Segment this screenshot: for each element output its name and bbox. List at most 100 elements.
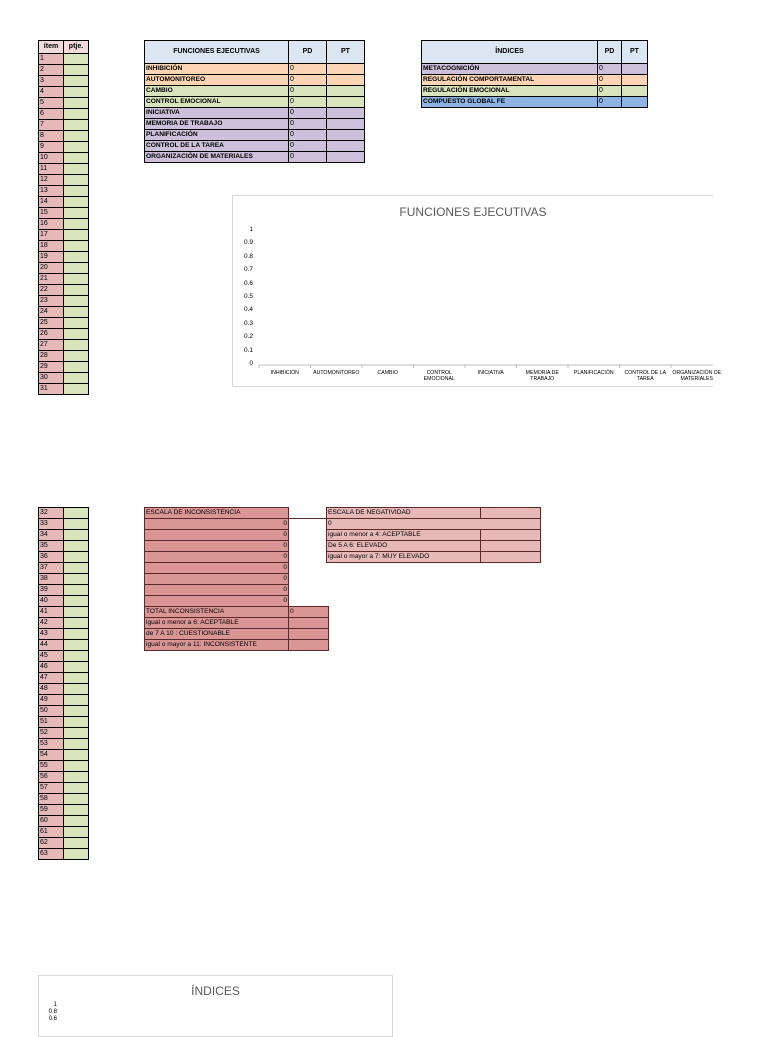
item-score-cell[interactable] bbox=[63, 683, 89, 695]
pd-cell[interactable]: 0 bbox=[288, 140, 327, 152]
item-score-cell[interactable] bbox=[63, 573, 89, 585]
item-score-cell[interactable] bbox=[63, 529, 89, 541]
item-score-cell[interactable] bbox=[63, 163, 89, 175]
item-score-cell[interactable] bbox=[63, 185, 89, 197]
item-score-cell[interactable] bbox=[63, 562, 89, 574]
pd-cell[interactable]: 0 bbox=[288, 85, 327, 97]
item-score-cell[interactable] bbox=[63, 518, 89, 530]
item-score-cell[interactable] bbox=[63, 339, 89, 351]
item-score-cell[interactable] bbox=[63, 782, 89, 794]
item-score-cell[interactable] bbox=[63, 584, 89, 596]
inconsistencia-value[interactable]: 0 bbox=[144, 518, 289, 530]
item-score-cell[interactable] bbox=[63, 152, 89, 164]
item-score-cell[interactable] bbox=[63, 606, 89, 618]
pt-cell[interactable] bbox=[326, 151, 365, 163]
item-score-cell[interactable] bbox=[63, 372, 89, 384]
item-score-cell[interactable] bbox=[63, 826, 89, 838]
item-score-cell[interactable] bbox=[63, 273, 89, 285]
inconsistencia-value[interactable]: 0 bbox=[144, 562, 289, 574]
pt-cell[interactable] bbox=[326, 85, 365, 97]
pd-cell[interactable]: 0 bbox=[288, 96, 327, 108]
item-score-cell[interactable] bbox=[63, 284, 89, 296]
pt-cell[interactable] bbox=[326, 74, 365, 86]
item-score-cell[interactable] bbox=[63, 771, 89, 783]
inconsistencia-value[interactable]: 0 bbox=[144, 540, 289, 552]
item-score-cell[interactable] bbox=[63, 119, 89, 131]
item-score-cell[interactable] bbox=[63, 361, 89, 373]
item-score-cell[interactable] bbox=[63, 716, 89, 728]
item-score-cell[interactable] bbox=[63, 793, 89, 805]
pt-cell[interactable] bbox=[621, 63, 648, 75]
item-score-cell[interactable] bbox=[63, 196, 89, 208]
pt-cell[interactable] bbox=[621, 74, 648, 86]
item-score-cell[interactable] bbox=[63, 383, 89, 395]
pt-cell[interactable] bbox=[621, 96, 648, 108]
pd-cell[interactable]: 0 bbox=[288, 107, 327, 119]
item-score-cell[interactable] bbox=[63, 130, 89, 142]
item-score-cell[interactable] bbox=[63, 240, 89, 252]
item-score-cell[interactable] bbox=[63, 694, 89, 706]
inconsistencia-value[interactable]: 0 bbox=[144, 584, 289, 596]
item-score-cell[interactable] bbox=[63, 350, 89, 362]
item-score-cell[interactable] bbox=[63, 229, 89, 241]
item-score-cell[interactable] bbox=[63, 804, 89, 816]
pd-cell[interactable]: 0 bbox=[288, 129, 327, 141]
item-score-cell[interactable] bbox=[63, 617, 89, 629]
item-score-cell[interactable] bbox=[63, 672, 89, 684]
item-score-cell[interactable] bbox=[63, 251, 89, 263]
item-score-cell[interactable] bbox=[63, 53, 89, 65]
item-score-cell[interactable] bbox=[63, 97, 89, 109]
pd-cell[interactable]: 0 bbox=[597, 96, 622, 108]
item-score-cell[interactable] bbox=[63, 639, 89, 651]
item-score-cell[interactable] bbox=[63, 760, 89, 772]
item-score-cell[interactable] bbox=[63, 815, 89, 827]
pt-cell[interactable] bbox=[326, 63, 365, 75]
item-score-cell[interactable] bbox=[63, 848, 89, 860]
pt-cell[interactable] bbox=[326, 140, 365, 152]
item-score-cell[interactable] bbox=[63, 661, 89, 673]
pd-cell[interactable]: 0 bbox=[288, 151, 327, 163]
item-score-cell[interactable] bbox=[63, 540, 89, 552]
item-score-cell[interactable] bbox=[63, 705, 89, 717]
item-score-cell[interactable] bbox=[63, 507, 89, 519]
item-score-cell[interactable] bbox=[63, 738, 89, 750]
item-score-cell[interactable] bbox=[63, 306, 89, 318]
pd-cell[interactable]: 0 bbox=[597, 74, 622, 86]
item-score-cell[interactable] bbox=[63, 141, 89, 153]
inconsistencia-value[interactable]: 0 bbox=[144, 529, 289, 541]
item-score-cell[interactable] bbox=[63, 551, 89, 563]
total-inconsistencia-value[interactable]: 0 bbox=[288, 606, 329, 618]
inconsistencia-value[interactable]: 0 bbox=[144, 595, 289, 607]
item-score-cell[interactable] bbox=[63, 628, 89, 640]
pd-cell[interactable]: 0 bbox=[288, 63, 327, 75]
pt-cell[interactable] bbox=[326, 118, 365, 130]
item-score-cell[interactable] bbox=[63, 207, 89, 219]
pd-cell[interactable]: 0 bbox=[597, 85, 622, 97]
item-score-cell[interactable] bbox=[63, 727, 89, 739]
pd-cell[interactable]: 0 bbox=[597, 63, 622, 75]
pd-cell[interactable]: 0 bbox=[288, 118, 327, 130]
inconsistencia-value[interactable]: 0 bbox=[144, 551, 289, 563]
item-score-cell[interactable] bbox=[63, 86, 89, 98]
item-score-cell[interactable] bbox=[63, 295, 89, 307]
item-score-cell[interactable] bbox=[63, 749, 89, 761]
item-score-cell[interactable] bbox=[63, 595, 89, 607]
inconsistencia-value[interactable]: 0 bbox=[144, 573, 289, 585]
pt-cell[interactable] bbox=[326, 129, 365, 141]
item-score-cell[interactable] bbox=[63, 650, 89, 662]
item-score-cell[interactable] bbox=[63, 108, 89, 120]
pt-cell[interactable] bbox=[326, 96, 365, 108]
item-score-cell[interactable] bbox=[63, 75, 89, 87]
pt-cell[interactable] bbox=[621, 85, 648, 97]
item-row: 19 bbox=[38, 251, 89, 263]
item-score-cell[interactable] bbox=[63, 64, 89, 76]
item-score-cell[interactable] bbox=[63, 262, 89, 274]
item-score-cell[interactable] bbox=[63, 837, 89, 849]
item-score-cell[interactable] bbox=[63, 174, 89, 186]
pd-cell[interactable]: 0 bbox=[288, 74, 327, 86]
negatividad-value[interactable]: 0 bbox=[325, 518, 542, 530]
item-score-cell[interactable] bbox=[63, 328, 89, 340]
pt-cell[interactable] bbox=[326, 107, 365, 119]
item-score-cell[interactable] bbox=[63, 218, 89, 230]
item-score-cell[interactable] bbox=[63, 317, 89, 329]
